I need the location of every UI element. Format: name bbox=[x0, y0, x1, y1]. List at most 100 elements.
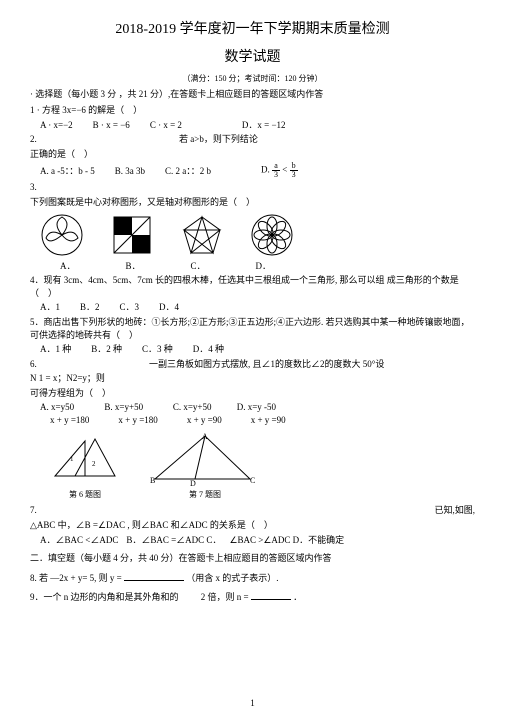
q6-C: C. x=y+50 x + y =90 bbox=[173, 401, 222, 426]
q6-Bl: B. bbox=[104, 402, 112, 412]
q6-D1: x=y -50 bbox=[248, 402, 276, 412]
q7-B: B．∠BAC =∠ADC C． bbox=[126, 534, 221, 547]
q2-lead: 2. bbox=[30, 134, 37, 144]
q2-options: A. a -5：：b - 5 B. 3a 3b C. 2 a：：2 b D. a… bbox=[40, 162, 475, 179]
fig6-label: 第 6 题图 bbox=[50, 489, 120, 500]
shape-C-icon bbox=[180, 213, 225, 258]
triangle-set-icon: 1 2 bbox=[50, 431, 120, 486]
q3-A: A． bbox=[60, 260, 76, 273]
q3-C: C． bbox=[191, 260, 206, 273]
svg-text:2: 2 bbox=[92, 460, 96, 468]
q3-B: B． bbox=[126, 260, 141, 273]
q6-desc: 一副三角板如图方式摆放, 且∠1的度数比∠2的度数大 50°设 bbox=[149, 359, 384, 369]
triangle-abc-icon: A B D C bbox=[150, 431, 260, 486]
q6-A2: x + y =180 bbox=[50, 415, 89, 425]
q1-D: D．x = −12 bbox=[242, 119, 286, 132]
q1-B: B · x = −6 bbox=[93, 119, 130, 132]
q6: 6. 一副三角板如图方式摆放, 且∠1的度数比∠2的度数大 50°设 bbox=[30, 358, 475, 371]
q6-Dl: D. bbox=[237, 402, 246, 412]
q6-D: D. x=y -50 x + y =90 bbox=[237, 401, 286, 426]
q6-options: A. x=y50 x + y =180 B. x=y+50 x + y =180… bbox=[40, 401, 475, 426]
q8-blank bbox=[124, 571, 184, 581]
q3-text: 下列图案既是中心对称图形，又是轴对称图形的是（ ） bbox=[30, 196, 475, 209]
q8-b: （用含 x 的式子表示）. bbox=[186, 573, 278, 583]
svg-text:C: C bbox=[250, 476, 255, 485]
q2-cond: 若 a>b，则下列结论 bbox=[179, 134, 258, 144]
q5-text: 5．商店出售下列形状的地砖：①长方形;②正方形;③正五边形;④正六边形. 若只选… bbox=[30, 316, 475, 341]
q6-A1: A. x=y50 bbox=[40, 402, 74, 412]
q1-options: A · x=−2 B · x = −6 C · x = 2 D．x = −12 bbox=[40, 119, 475, 132]
q6-B: B. x=y+50 x + y =180 bbox=[104, 401, 157, 426]
exam-info: （满分：150 分；考试时间：120 分钟） bbox=[30, 73, 475, 84]
q6-eq: N 1 = x；N2=y；则 bbox=[30, 372, 475, 385]
q6-lead: 6. bbox=[30, 359, 37, 369]
q6-C1: x=y+50 bbox=[183, 402, 211, 412]
sec1-suffix: ，共 21 分）,在答题卡上相应题目的答题区域内作答 bbox=[119, 89, 324, 99]
q2-B: B. 3a 3b bbox=[115, 165, 145, 178]
figure-7: A B D C 第 7 题图 bbox=[150, 431, 260, 501]
frac-b: b 3 bbox=[290, 162, 298, 179]
q1-text: 1 · 方程 3x=−6 的解是（ ） bbox=[30, 104, 475, 117]
sec1-prefix: · 选择题（每小题 3 分 bbox=[30, 89, 116, 99]
fig7-label: 第 7 题图 bbox=[150, 489, 260, 500]
svg-text:B: B bbox=[150, 476, 155, 485]
q7-C: ∠BAC >∠ADC D．不能确定 bbox=[229, 534, 344, 547]
q5-options: A．1 种 B．2 种 C．3 种 D．4 种 bbox=[40, 343, 475, 356]
q1-A: A · x=−2 bbox=[40, 119, 73, 132]
q2-lt: < bbox=[282, 165, 287, 175]
figures-row: 1 2 第 6 题图 A B D C 第 7 题图 bbox=[50, 431, 475, 501]
q7: 7. 已知,如图, bbox=[30, 504, 475, 517]
shape-A-icon bbox=[40, 213, 85, 258]
section-2-heading: 二．填空题（每小题 4 分，共 40 分）在答题卡上相应题目的答题区域内作答 bbox=[30, 552, 475, 565]
q2-D: D. a 3 < b 3 bbox=[261, 162, 298, 179]
section-1-heading: · 选择题（每小题 3 分 ，共 21 分）,在答题卡上相应题目的答题区域内作答 bbox=[30, 88, 475, 101]
q7-options: A．∠BAC <∠ADC B．∠BAC =∠ADC C． ∠BAC >∠ADC … bbox=[40, 534, 475, 547]
q8-a: 8. 若 —2x + y= 5, 则 y = bbox=[30, 573, 122, 583]
q6-eq2: 可得方程组为（ ） bbox=[30, 387, 475, 400]
q4-B: B．2 bbox=[80, 301, 100, 314]
page-number: 1 bbox=[250, 697, 255, 710]
frac-a-den: 3 bbox=[272, 171, 280, 179]
q8: 8. 若 —2x + y= 5, 则 y = （用含 x 的式子表示）. bbox=[30, 571, 475, 585]
q7-text: △ABC 中，∠B =∠DAC , 则∠BAC 和∠ADC 的关系是（ ） bbox=[30, 519, 475, 532]
q3-D: D． bbox=[256, 260, 272, 273]
q5-B: B．2 种 bbox=[91, 343, 122, 356]
q9-mid: 2 倍，则 n = bbox=[201, 592, 249, 602]
frac-b-den: 3 bbox=[290, 171, 298, 179]
q9: 9．一个 n 边形的内角和是其外角和的 2 倍，则 n = ． bbox=[30, 590, 475, 604]
q6-Cl: C. bbox=[173, 402, 181, 412]
figure-6: 1 2 第 6 题图 bbox=[50, 431, 120, 501]
frac-a: a 3 bbox=[272, 162, 280, 179]
q2-A: A. a -5：：b - 5 bbox=[40, 165, 95, 178]
shape-D-icon bbox=[250, 213, 295, 258]
shape-B-icon bbox=[110, 213, 155, 258]
svg-text:1: 1 bbox=[70, 455, 74, 463]
q4-options: A．1 B．2 C．3 D．4 bbox=[40, 301, 475, 314]
q7-A: A．∠BAC <∠ADC bbox=[40, 534, 118, 547]
q4-C: C．3 bbox=[120, 301, 140, 314]
q2: 2. 若 a>b，则下列结论 bbox=[30, 133, 475, 146]
svg-text:D: D bbox=[190, 479, 196, 486]
sub-title: 数学试题 bbox=[30, 48, 475, 68]
q2-C: C. 2 a：：2 b bbox=[165, 165, 211, 178]
q6-B1: x=y+50 bbox=[115, 402, 143, 412]
q3-shapes bbox=[40, 213, 475, 258]
q4-text: 4．现有 3cm、4cm、5cm、7cm 长的四根木棒，任选其中三根组成一个三角… bbox=[30, 274, 475, 299]
q6-A: A. x=y50 x + y =180 bbox=[40, 401, 89, 426]
q4-A: A．1 bbox=[40, 301, 60, 314]
q5-A: A．1 种 bbox=[40, 343, 71, 356]
q6-C2: x + y =90 bbox=[187, 415, 222, 425]
q3-labels: A． B． C． D． bbox=[60, 260, 475, 273]
q9-a: 9．一个 n 边形的内角和是其外角和的 bbox=[30, 592, 179, 602]
q5-C: C．3 种 bbox=[142, 343, 173, 356]
q2-text: 正确的是（ ） bbox=[30, 148, 475, 161]
svg-text:A: A bbox=[202, 432, 208, 441]
q5-D: D．4 种 bbox=[193, 343, 224, 356]
main-title: 2018-2019 学年度初一年下学期期末质量检测 bbox=[30, 20, 475, 40]
q1-C: C · x = 2 bbox=[150, 119, 182, 132]
q9-blank bbox=[251, 590, 291, 600]
q3-lead: 3. bbox=[30, 181, 475, 194]
q6-D2: x + y =90 bbox=[251, 415, 286, 425]
q7-tail: 已知,如图, bbox=[434, 504, 475, 517]
q7-lead: 7. bbox=[30, 505, 37, 515]
